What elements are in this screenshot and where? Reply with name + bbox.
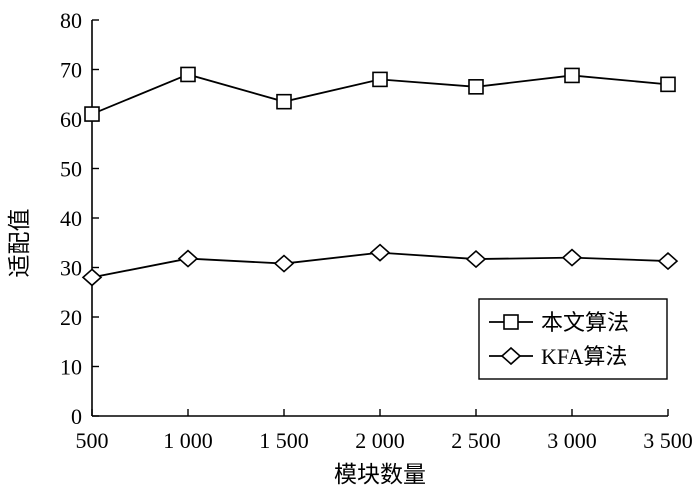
series-group: [81, 66, 679, 287]
x-axis-ticks: 500 1 000 1 500 2 000 2 500 3 000 3 500: [76, 409, 693, 453]
legend-label: 本文算法: [541, 310, 629, 335]
data-point: [177, 249, 199, 268]
legend-label: KFA算法: [541, 344, 627, 369]
data-point: [369, 243, 391, 262]
y-axis-ticks: 0 10 20 30 40 50 60 70 80: [60, 8, 99, 429]
x-tick-label: 2 500: [451, 428, 501, 453]
y-tick-label: 20: [60, 305, 82, 330]
x-tick-label: 3 500: [643, 428, 693, 453]
y-tick-label: 40: [60, 206, 82, 231]
x-tick-label: 1 500: [259, 428, 309, 453]
y-tick-label: 80: [60, 8, 82, 33]
data-point: [561, 248, 583, 267]
data-point: [276, 93, 292, 110]
y-tick-label: 30: [60, 256, 82, 281]
y-tick-label: 60: [60, 107, 82, 132]
x-tick-label: 1 000: [163, 428, 213, 453]
y-axis-label: 适配值: [7, 209, 32, 278]
x-tick-label: 3 000: [547, 428, 597, 453]
data-point: [84, 106, 100, 122]
x-tick-label: 2 000: [355, 428, 405, 453]
legend: 本文算法 KFA算法: [478, 298, 668, 380]
legend-marker: [503, 314, 519, 330]
data-point: [372, 71, 388, 88]
y-tick-label: 10: [60, 355, 82, 380]
y-tick-label: 0: [71, 404, 82, 429]
data-point: [273, 254, 295, 273]
x-axis-label: 模块数量: [334, 462, 426, 487]
series-2: [81, 243, 679, 287]
legend-marker: [500, 346, 522, 366]
series-1: [84, 66, 676, 122]
data-point: [465, 250, 487, 269]
y-tick-label: 50: [60, 157, 82, 182]
x-tick-label: 500: [76, 428, 109, 453]
data-point: [468, 79, 484, 95]
data-point: [180, 66, 196, 83]
data-point: [564, 67, 580, 84]
y-tick-label: 70: [60, 58, 82, 83]
data-point: [660, 76, 676, 93]
data-point: [657, 251, 679, 271]
legend-box: [478, 298, 668, 380]
data-point: [81, 268, 103, 287]
